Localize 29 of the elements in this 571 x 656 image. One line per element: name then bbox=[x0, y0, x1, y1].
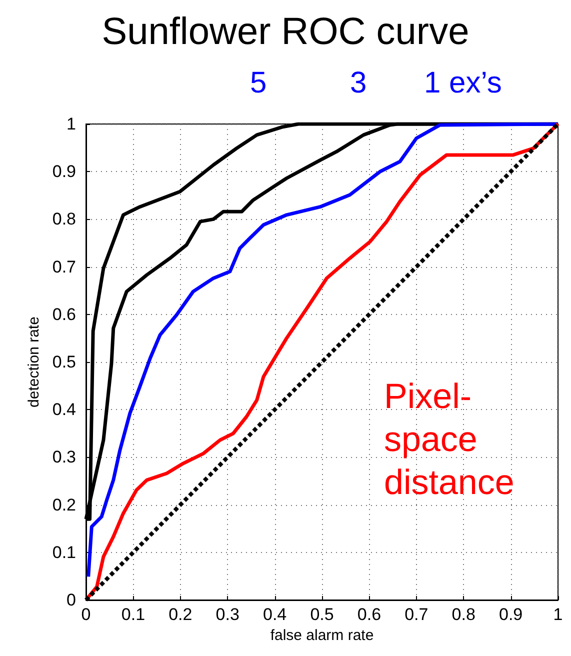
y-tick-label: 0.4 bbox=[52, 400, 76, 420]
text: 1 ex’s bbox=[424, 66, 502, 100]
chart-title: Sunflower ROC curve bbox=[102, 11, 470, 53]
x-tick-label: 0 bbox=[81, 605, 91, 624]
x-tick-label: 0.8 bbox=[452, 605, 476, 624]
y-tick-label: 0.1 bbox=[52, 542, 76, 562]
text: 5 bbox=[250, 66, 267, 100]
x-tick-label: 0.6 bbox=[357, 605, 382, 624]
y-tick-label: 0.6 bbox=[52, 304, 76, 324]
y-tick-label: 0.2 bbox=[52, 495, 76, 514]
text: 3 bbox=[350, 66, 367, 100]
x-tick-label: 0.1 bbox=[121, 605, 146, 624]
x-tick-label: 0.2 bbox=[168, 605, 192, 624]
x-tick-label: 0.9 bbox=[498, 605, 523, 624]
x-axis-title: false alarm rate bbox=[270, 626, 374, 644]
y-tick-label: 0.7 bbox=[52, 257, 76, 276]
x-tick-label: 0.7 bbox=[404, 605, 428, 624]
annotation: Pixel-space distance bbox=[384, 377, 514, 502]
y-tick-label: 0 bbox=[66, 590, 76, 610]
y-axis-title: detection rate bbox=[25, 316, 42, 408]
y-tick-label: 0.9 bbox=[52, 162, 76, 182]
x-tick-label: 0.5 bbox=[310, 605, 334, 624]
y-tick-label: 0.8 bbox=[52, 210, 76, 229]
x-tick-label: 1 bbox=[553, 605, 563, 624]
x-tick-label: 0.3 bbox=[216, 605, 240, 624]
y-tick-label: 0.5 bbox=[52, 352, 76, 372]
x-tick-label: 0.4 bbox=[262, 605, 287, 624]
y-tick-label: 0.3 bbox=[52, 448, 76, 467]
y-tick-label: 1 bbox=[66, 114, 76, 134]
